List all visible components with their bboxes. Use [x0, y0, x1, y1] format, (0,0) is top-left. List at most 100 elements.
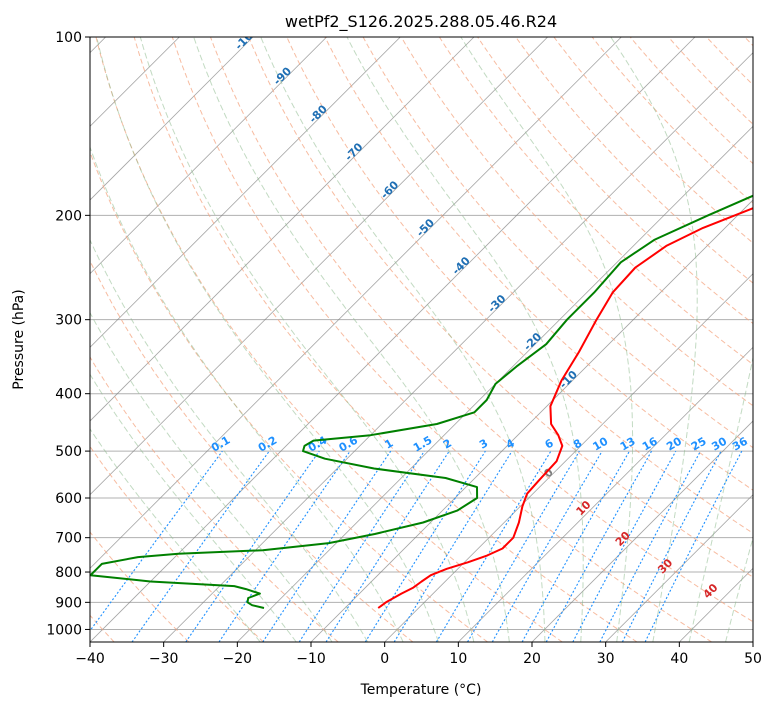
mixing-ratio-label: 3	[477, 437, 490, 452]
isotherm-line	[90, 37, 548, 496]
dry-adiabat-line	[477, 37, 753, 325]
mixing-ratio-line	[218, 450, 351, 642]
sounding-series	[90, 194, 753, 609]
moist-adiabat-label: 40	[701, 581, 721, 601]
isotherm-line	[679, 567, 753, 642]
isotherm-line	[90, 37, 254, 201]
isotherm-line	[237, 125, 753, 642]
isotherm-label: -40	[450, 254, 473, 277]
moist-adiabat-line	[346, 37, 584, 642]
moist-adiabats	[90, 37, 753, 642]
isotherm-line	[90, 37, 327, 275]
mixing-ratio-line	[545, 450, 653, 642]
isotherm-label: -90	[271, 64, 294, 87]
temperature-line	[377, 207, 753, 609]
x-tick-label: 50	[744, 651, 762, 667]
mixing-ratio-line	[393, 450, 513, 642]
dry-adiabat-line	[90, 531, 190, 642]
isotherm-line	[384, 273, 753, 642]
x-tick-label: −10	[296, 651, 326, 667]
moist-adiabat-line	[90, 145, 404, 642]
moist-adiabat-line	[260, 37, 546, 642]
isotherm-line	[458, 346, 753, 642]
moist-adiabat-line	[90, 428, 261, 642]
x-tick-label: 30	[597, 651, 615, 667]
dry-adiabat-line	[90, 259, 414, 642]
y-tick-label: 400	[55, 387, 82, 403]
dry-adiabat-line	[133, 37, 638, 642]
moist-adiabat-label: 30	[655, 556, 675, 576]
isotherm-label: -20	[521, 330, 544, 353]
dry-adiabat-line	[90, 150, 488, 642]
x-tick-label: −40	[75, 651, 105, 667]
dry-adiabat-line	[591, 37, 753, 204]
isotherm-label: -50	[414, 216, 437, 239]
isotherm-label: -70	[342, 140, 365, 163]
y-axis-ticks: 100 200 300 400 500 600 700 800 900 1000	[46, 30, 90, 638]
y-axis-label: Pressure (hPa)	[11, 289, 27, 389]
chart-title: wetPf2_S126.2025.288.05.46.R24	[285, 12, 557, 32]
x-tick-label: 40	[670, 651, 688, 667]
dry-adiabat-line	[210, 37, 753, 623]
mixing-ratio-label: 6	[543, 436, 556, 451]
mixing-ratio-line	[298, 450, 425, 642]
y-tick-label: 800	[55, 565, 82, 581]
dry-adiabat-line	[324, 37, 753, 491]
y-tick-label: 300	[55, 313, 82, 329]
isotherm-line	[752, 641, 753, 642]
mixing-ratio-label: 1	[382, 437, 395, 452]
moist-adiabat-label: 10	[574, 498, 594, 518]
x-tick-label: 10	[449, 651, 467, 667]
mixing-ratio-line	[521, 450, 630, 642]
y-tick-label: 600	[55, 491, 82, 507]
moist-adiabat-line	[90, 373, 297, 642]
dry-adiabat-line	[438, 37, 753, 366]
plot-area: 0.1 0.2 0.4 0.6 1 1.5 2 3 4 6 8 10 13 16 20 25 30 36-100-…	[90, 24, 753, 642]
moist-adiabat-line	[725, 536, 753, 642]
moist-adiabat-line	[610, 37, 698, 642]
isotherm-label: -30	[485, 292, 508, 315]
mixing-ratio-line	[325, 450, 450, 642]
dry-adiabat-line	[553, 37, 753, 244]
moist-adiabat-line	[688, 355, 753, 642]
mixing-ratio-line	[262, 450, 392, 642]
x-axis-label: Temperature (°C)	[360, 682, 482, 698]
x-tick-label: 0	[380, 651, 389, 667]
y-tick-label: 500	[55, 444, 82, 460]
dry-adiabat-line	[286, 37, 753, 534]
mixing-ratio-label: 4	[504, 436, 517, 451]
dry-adiabat-line	[706, 37, 753, 86]
x-axis-ticks: −40 −30 −20 −10 0 10 20 30 40 50	[75, 642, 762, 667]
mixing-ratio-lines	[90, 450, 743, 642]
isotherms	[90, 37, 753, 642]
dry-adiabat-line	[171, 37, 712, 642]
isotherm-line	[90, 37, 622, 569]
dry-adiabat-line	[90, 356, 339, 642]
x-tick-label: −30	[149, 651, 179, 667]
mixing-ratio-line	[185, 450, 320, 642]
y-tick-label: 200	[55, 208, 82, 224]
mixing-ratio-line	[131, 450, 270, 642]
mixing-ratio-label: 2	[441, 437, 454, 452]
isotherm-line	[605, 494, 753, 642]
isotherm-line	[90, 37, 475, 422]
moist-adiabat-line	[460, 37, 634, 642]
isotherm-line	[531, 420, 753, 642]
y-tick-label: 100	[55, 30, 82, 46]
moist-adiabat-line	[90, 238, 369, 642]
moist-adiabat-line	[96, 37, 439, 642]
mixing-ratio-line	[644, 450, 743, 642]
dewpoint-line	[90, 194, 753, 609]
dry-adiabat-line	[400, 37, 753, 407]
y-tick-label: 1000	[46, 622, 82, 638]
mixing-ratio-line	[572, 450, 677, 642]
mixing-ratio-line	[621, 450, 722, 642]
x-tick-label: −20	[223, 651, 253, 667]
dry-adiabats	[90, 37, 753, 642]
dry-adiabat-line	[668, 37, 753, 125]
isotherm-line	[90, 37, 696, 642]
y-tick-label: 900	[55, 595, 82, 611]
isotherm-label: -80	[307, 102, 330, 125]
isotherm-label: -100	[232, 24, 261, 53]
